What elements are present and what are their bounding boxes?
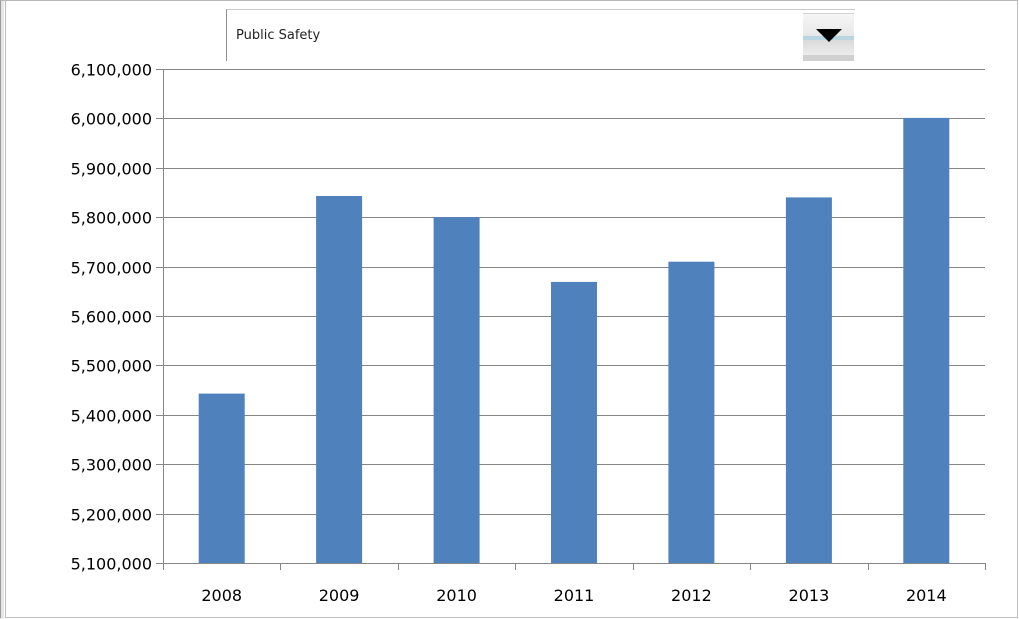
dropdown-selected-value: Public Safety <box>236 28 321 43</box>
y-tick-label: 5,400,000 <box>71 407 152 426</box>
bar-2013 <box>785 197 832 563</box>
x-tick-label: 2012 <box>671 586 712 605</box>
y-tick-label: 5,900,000 <box>71 160 152 179</box>
category-dropdown[interactable]: Public Safety <box>226 9 855 61</box>
x-tick-label: 2011 <box>554 586 595 605</box>
bar-2011 <box>551 281 597 563</box>
chart-frame-inner <box>5 1 1018 618</box>
y-tick-label: 5,800,000 <box>71 209 152 228</box>
y-tick-label: 5,200,000 <box>71 506 152 525</box>
bar-2008 <box>198 393 245 563</box>
dropdown-button-shadow <box>803 55 854 61</box>
bar-2012 <box>668 261 715 563</box>
bar-2014 <box>903 117 950 564</box>
y-tick-labels: 5,100,000 5,200,000 5,300,000 5,400,000 5,50… <box>71 61 152 574</box>
caret-down-icon <box>816 29 842 42</box>
y-tick-label: 5,600,000 <box>71 308 152 327</box>
x-tick-label: 2014 <box>906 586 947 605</box>
x-tick-labels: 2008 2009 2010 2011 2012 2013 2014 <box>201 586 946 605</box>
y-tick-label: 6,100,000 <box>71 61 152 80</box>
x-tick-label: 2013 <box>789 586 830 605</box>
y-tick-label: 5,300,000 <box>71 456 152 475</box>
y-tick-label: 5,100,000 <box>71 555 152 574</box>
dropdown-toggle-button[interactable] <box>803 13 854 61</box>
bar-2009 <box>316 196 363 563</box>
axes <box>163 69 986 570</box>
bar-2010 <box>433 217 480 563</box>
x-tick-label: 2009 <box>319 586 360 605</box>
y-tick-label: 5,500,000 <box>71 357 152 376</box>
y-tick-label: 6,000,000 <box>71 110 152 129</box>
y-tick-label: 5,700,000 <box>71 259 152 278</box>
bars <box>198 117 950 564</box>
window-edge <box>0 0 4 619</box>
x-tick-label: 2010 <box>436 586 477 605</box>
x-tick-label: 2008 <box>201 586 242 605</box>
